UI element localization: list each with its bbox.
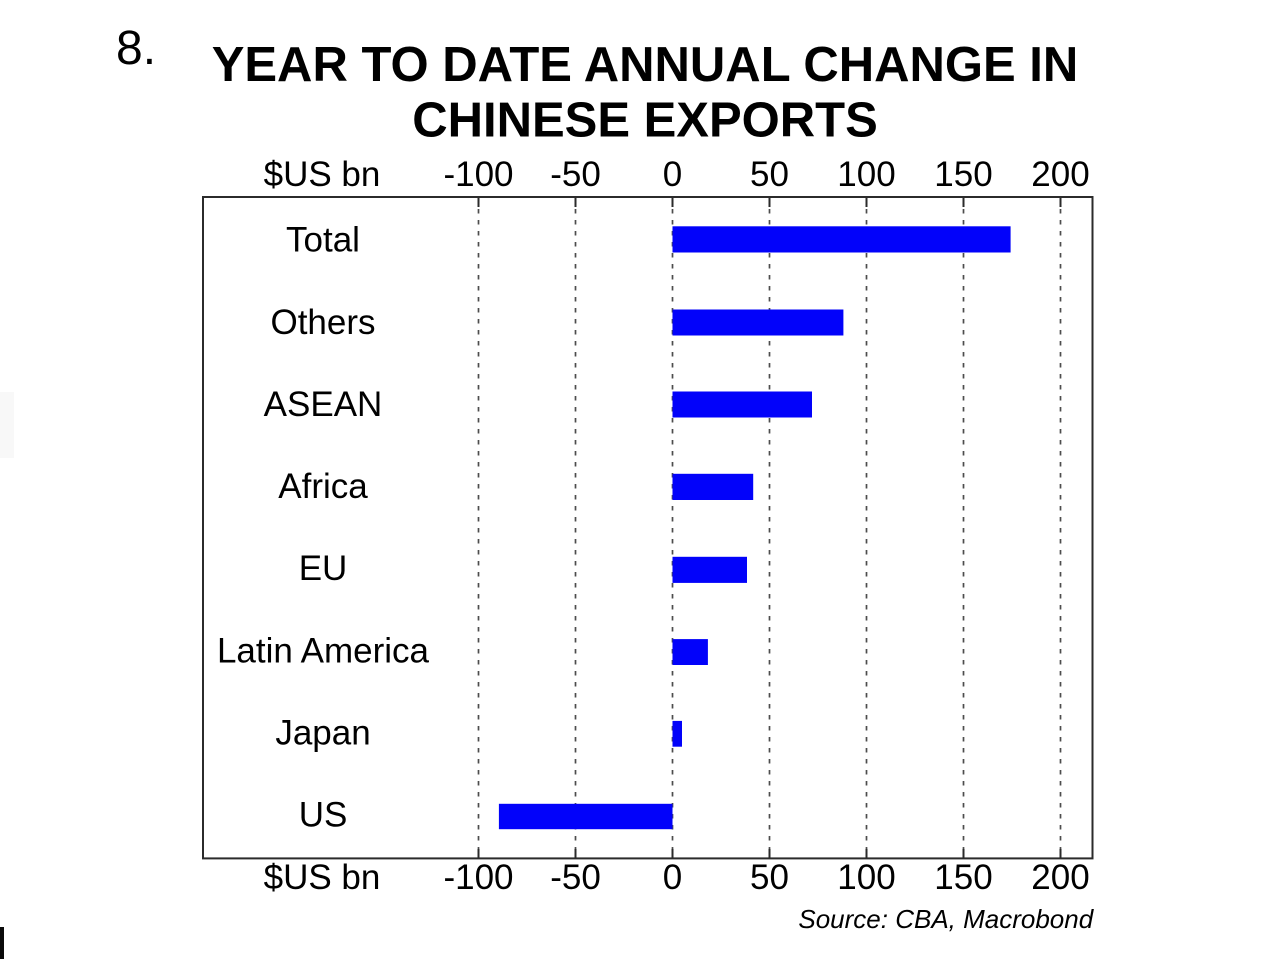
svg-text:-50: -50	[550, 858, 601, 897]
svg-text:US: US	[299, 796, 348, 835]
svg-text:$US bn: $US bn	[264, 155, 381, 194]
svg-text:EU: EU	[299, 549, 348, 588]
svg-text:0: 0	[663, 155, 682, 194]
svg-text:150: 150	[934, 858, 992, 897]
svg-text:Others: Others	[270, 303, 375, 342]
svg-text:0: 0	[663, 858, 682, 897]
svg-text:8.: 8.	[116, 22, 156, 75]
svg-text:-100: -100	[443, 858, 513, 897]
svg-text:50: 50	[750, 858, 789, 897]
svg-text:200: 200	[1031, 155, 1089, 194]
svg-text:YEAR TO DATE ANNUAL CHANGE IN: YEAR TO DATE ANNUAL CHANGE IN	[212, 38, 1079, 92]
svg-text:Latin America: Latin America	[217, 631, 430, 670]
svg-text:$US bn: $US bn	[264, 858, 381, 897]
svg-text:200: 200	[1031, 858, 1089, 897]
svg-text:Japan: Japan	[275, 714, 370, 753]
svg-text:50: 50	[750, 155, 789, 194]
svg-text:-50: -50	[550, 155, 601, 194]
svg-text:Africa: Africa	[278, 467, 368, 506]
svg-text:100: 100	[837, 858, 895, 897]
svg-text:100: 100	[837, 155, 895, 194]
svg-text:Total: Total	[286, 221, 360, 260]
svg-text:Source: CBA, Macrobond: Source: CBA, Macrobond	[798, 904, 1094, 934]
svg-text:ASEAN: ASEAN	[264, 385, 383, 424]
svg-text:CHINESE EXPORTS: CHINESE EXPORTS	[412, 93, 878, 147]
svg-text:-100: -100	[443, 155, 513, 194]
svg-text:150: 150	[934, 155, 992, 194]
